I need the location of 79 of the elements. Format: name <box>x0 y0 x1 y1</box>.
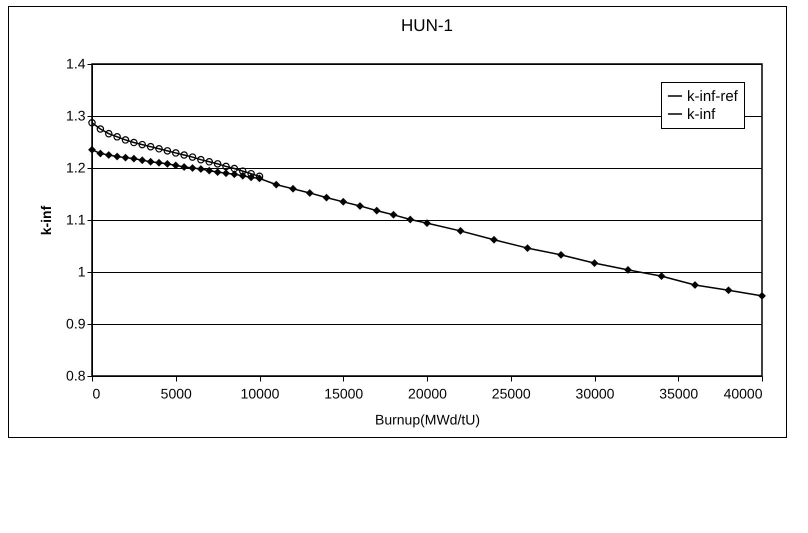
point <box>524 244 532 252</box>
point <box>724 286 732 294</box>
point <box>406 216 414 224</box>
x-tick-label: 20000 <box>408 386 448 402</box>
point <box>138 156 146 164</box>
point <box>130 138 138 146</box>
point <box>96 125 104 133</box>
point <box>122 136 130 144</box>
point <box>222 169 230 178</box>
point <box>423 219 431 227</box>
point <box>222 162 230 170</box>
x-axis-title: Burnup(MWd/tU) <box>374 412 480 428</box>
point <box>104 130 113 138</box>
point <box>130 154 138 163</box>
point <box>164 160 172 168</box>
x-tick-label: 35000 <box>659 386 698 402</box>
point <box>96 150 104 158</box>
point <box>390 210 398 219</box>
x-tick-label: 15000 <box>324 386 364 402</box>
point <box>247 170 255 178</box>
point <box>272 180 280 189</box>
point <box>188 153 196 161</box>
point <box>490 236 498 244</box>
y-tick-label: 0.8 <box>66 368 86 384</box>
point <box>113 133 121 141</box>
point <box>758 292 766 300</box>
y-tick-label: 1.3 <box>66 108 86 124</box>
x-tick-label: 25000 <box>492 386 531 402</box>
y-tick-label: 0.9 <box>66 316 86 332</box>
point <box>658 272 666 280</box>
point <box>180 163 188 171</box>
point <box>180 151 188 159</box>
point <box>172 162 180 170</box>
point <box>372 206 381 215</box>
point <box>557 250 565 259</box>
point <box>624 266 632 274</box>
y-tick-label: 1 <box>78 264 86 280</box>
legend-label: k-inf-ref <box>687 88 739 105</box>
legend-label: k-inf <box>687 106 716 123</box>
point <box>238 172 247 180</box>
point <box>230 170 238 178</box>
point <box>205 158 214 166</box>
point <box>322 194 330 202</box>
point <box>146 158 154 166</box>
point <box>214 168 222 176</box>
point <box>155 158 163 167</box>
point <box>164 147 172 155</box>
point <box>197 165 205 173</box>
point <box>691 281 699 289</box>
y-axis-title: k-inf <box>38 205 54 236</box>
point <box>306 189 314 197</box>
y-tick-label: 1.2 <box>66 160 86 176</box>
point <box>138 140 146 148</box>
y-tick-label: 1.1 <box>66 212 86 228</box>
point <box>122 154 130 162</box>
point <box>172 149 180 157</box>
point <box>188 164 196 172</box>
x-tick-label: 10000 <box>240 386 280 402</box>
point <box>456 227 464 235</box>
point <box>88 146 96 154</box>
point <box>205 166 214 174</box>
x-tick-label: 40000 <box>724 386 763 402</box>
point <box>146 142 154 150</box>
point <box>247 173 255 182</box>
point <box>155 145 163 153</box>
x-tick-label: 5000 <box>160 386 192 402</box>
point <box>113 152 121 160</box>
y-tick-label: 1.4 <box>66 56 86 72</box>
point <box>356 202 364 210</box>
chart-title: HUN-1 <box>401 16 453 35</box>
point <box>214 160 222 168</box>
x-tick-label: 0 <box>92 386 100 402</box>
point <box>590 259 598 268</box>
point <box>104 151 113 159</box>
x-tick-label: 30000 <box>576 386 615 402</box>
point <box>339 198 348 206</box>
point <box>230 164 238 172</box>
point <box>289 184 297 193</box>
point <box>197 156 205 164</box>
